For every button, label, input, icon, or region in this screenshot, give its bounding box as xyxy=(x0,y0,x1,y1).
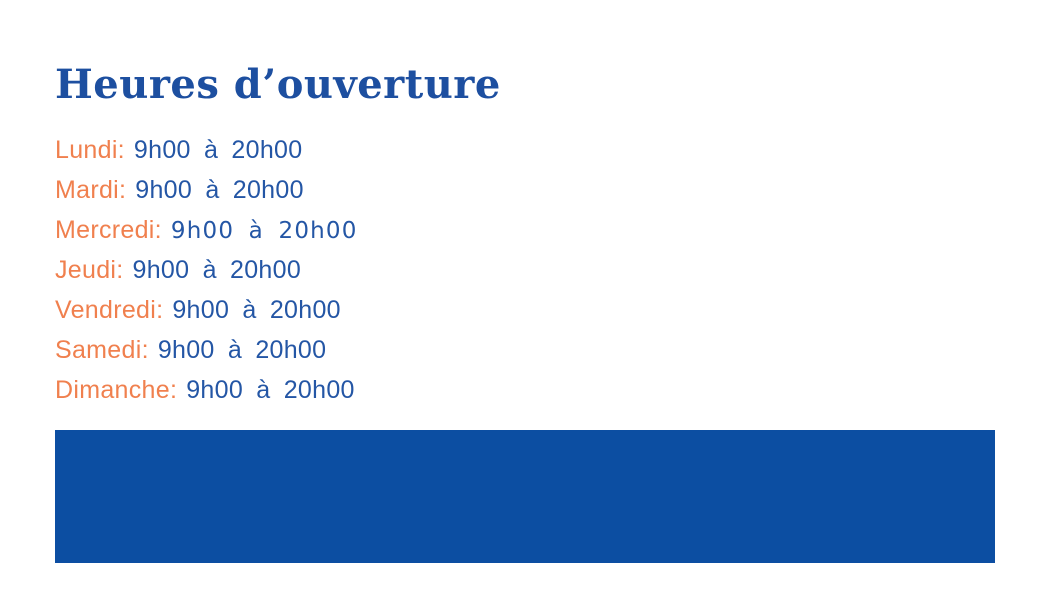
day-label: Jeudi: xyxy=(55,256,124,284)
hours-value: 9h00 à 20h00 xyxy=(133,136,303,164)
opening-hours-list: Lundi: 9h00 à 20h00 Mardi: 9h00 à 20h00 Merc… xyxy=(55,130,358,410)
hours-value: 9h00 à 20h00 xyxy=(135,176,304,204)
day-label: Lundi: xyxy=(55,136,125,164)
schedule-row: Vendredi: 9h00 à 20h00 xyxy=(55,290,358,330)
schedule-row: Mardi: 9h00 à 20h00 xyxy=(55,170,358,210)
schedule-row: Dimanche: 9h00 à 20h00 xyxy=(55,370,358,410)
hours-value: 9h00 à 20h00 xyxy=(170,218,358,244)
hours-value: 9h00 à 20h00 xyxy=(132,256,302,284)
schedule-row: Samedi: 9h00 à 20h00 xyxy=(55,330,358,370)
day-label: Mercredi: xyxy=(55,216,162,244)
schedule-row: Lundi: 9h00 à 20h00 xyxy=(55,130,358,170)
day-label: Dimanche: xyxy=(55,376,178,404)
schedule-row: Jeudi: 9h00 à 20h00 xyxy=(55,250,358,290)
blue-banner xyxy=(55,430,995,563)
hours-value: 9h00 à 20h00 xyxy=(157,336,327,364)
day-label: Samedi: xyxy=(55,336,149,364)
hours-value: 9h00 à 20h00 xyxy=(186,376,355,404)
hours-value: 9h00 à 20h00 xyxy=(172,296,341,324)
page-title: Heures d’ouverture xyxy=(55,61,501,108)
schedule-row: Mercredi: 9h00 à 20h00 xyxy=(55,210,358,250)
day-label: Vendredi: xyxy=(55,296,164,324)
day-label: Mardi: xyxy=(55,176,127,204)
